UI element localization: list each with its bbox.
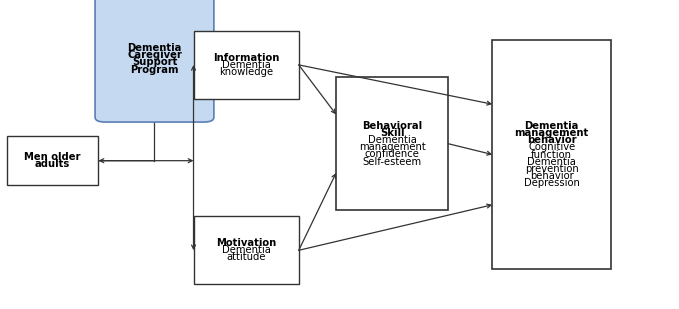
Text: Men older: Men older xyxy=(24,152,81,162)
Text: confidence: confidence xyxy=(365,150,420,159)
Bar xyxy=(492,40,611,269)
Text: Dementia: Dementia xyxy=(222,60,270,70)
Text: behavior: behavior xyxy=(527,135,576,145)
Text: function: function xyxy=(531,150,572,159)
Text: Depression: Depression xyxy=(524,178,580,188)
Text: Skill: Skill xyxy=(380,128,405,138)
Text: behavior: behavior xyxy=(530,171,574,181)
Text: Dementia: Dementia xyxy=(524,121,579,131)
Text: management: management xyxy=(359,142,426,152)
Bar xyxy=(336,77,448,210)
Bar xyxy=(194,216,299,284)
Bar xyxy=(7,136,98,185)
Text: Dementia: Dementia xyxy=(222,245,270,255)
Text: Cognitive: Cognitive xyxy=(528,142,575,152)
Text: Caregiver: Caregiver xyxy=(127,50,182,60)
Text: attitude: attitude xyxy=(226,252,266,262)
Text: Dementia: Dementia xyxy=(528,157,576,167)
Text: Motivation: Motivation xyxy=(216,238,276,248)
FancyBboxPatch shape xyxy=(95,0,214,122)
Bar xyxy=(194,31,299,99)
Text: Dementia: Dementia xyxy=(127,43,182,53)
Text: knowledge: knowledge xyxy=(219,67,273,77)
Text: management: management xyxy=(515,128,589,138)
Text: Information: Information xyxy=(213,53,279,63)
Text: prevention: prevention xyxy=(525,164,579,174)
Text: adults: adults xyxy=(35,159,70,169)
Text: Self-esteem: Self-esteem xyxy=(363,157,422,167)
Text: Dementia: Dementia xyxy=(368,135,416,145)
Text: Behavioral: Behavioral xyxy=(362,121,422,131)
Text: Program: Program xyxy=(130,65,179,74)
Text: Support: Support xyxy=(132,57,177,67)
